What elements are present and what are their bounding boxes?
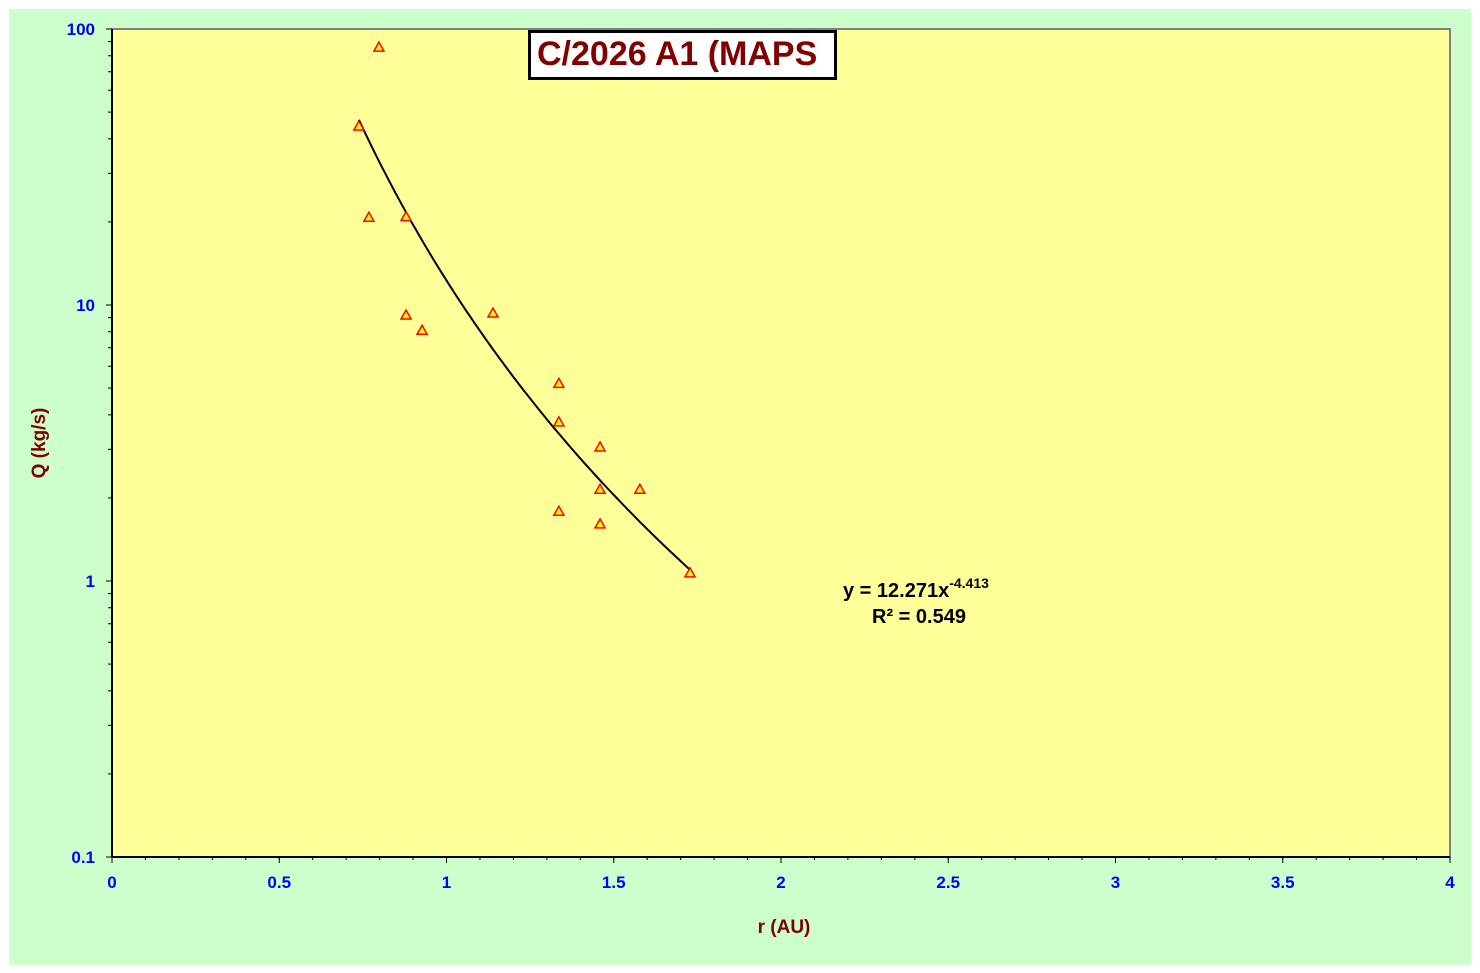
equation-base: y = 12.271x	[843, 580, 949, 602]
data-point	[372, 40, 386, 52]
y-tick-label: 0.1	[71, 848, 95, 867]
data-point	[399, 308, 413, 320]
x-tick-label: 0	[107, 873, 116, 892]
x-tick-label: 1	[442, 873, 451, 892]
y-axis-label: Q (kg/s)	[29, 408, 50, 479]
r-squared: R² = 0.549	[872, 606, 966, 628]
y-tick-label: 1	[86, 572, 95, 591]
data-point	[683, 566, 697, 578]
data-point	[552, 376, 566, 389]
data-point	[399, 210, 413, 222]
x-tick-label: 2.5	[936, 873, 960, 892]
y-tick-label: 10	[76, 296, 95, 315]
x-tick-label: 4	[1445, 873, 1455, 892]
data-point	[633, 482, 647, 494]
data-point	[593, 482, 607, 494]
y-tick-label: 100	[67, 20, 95, 39]
data-point	[552, 415, 566, 427]
x-axis-label: r (AU)	[758, 917, 811, 938]
chart-title: C/2026 A1 (MAPS	[537, 35, 818, 73]
chart-title-box: C/2026 A1 (MAPS	[528, 30, 837, 80]
data-point	[415, 323, 429, 336]
x-tick-label: 3	[1111, 873, 1120, 892]
trendline	[357, 119, 691, 571]
data-point	[593, 440, 607, 452]
data-point	[552, 504, 566, 516]
trend-equation: y = 12.271x-4.413	[843, 575, 989, 602]
equation-exponent: -4.413	[949, 575, 989, 591]
x-tick-label: 1.5	[602, 873, 626, 892]
x-tick-label: 3.5	[1271, 873, 1295, 892]
data-point	[593, 517, 607, 529]
plot-area	[111, 28, 1451, 858]
x-tick-label: 0.5	[267, 873, 291, 892]
data-point	[362, 210, 376, 222]
data-point	[352, 119, 366, 131]
data-point	[486, 306, 500, 318]
x-tick-label: 2	[776, 873, 785, 892]
